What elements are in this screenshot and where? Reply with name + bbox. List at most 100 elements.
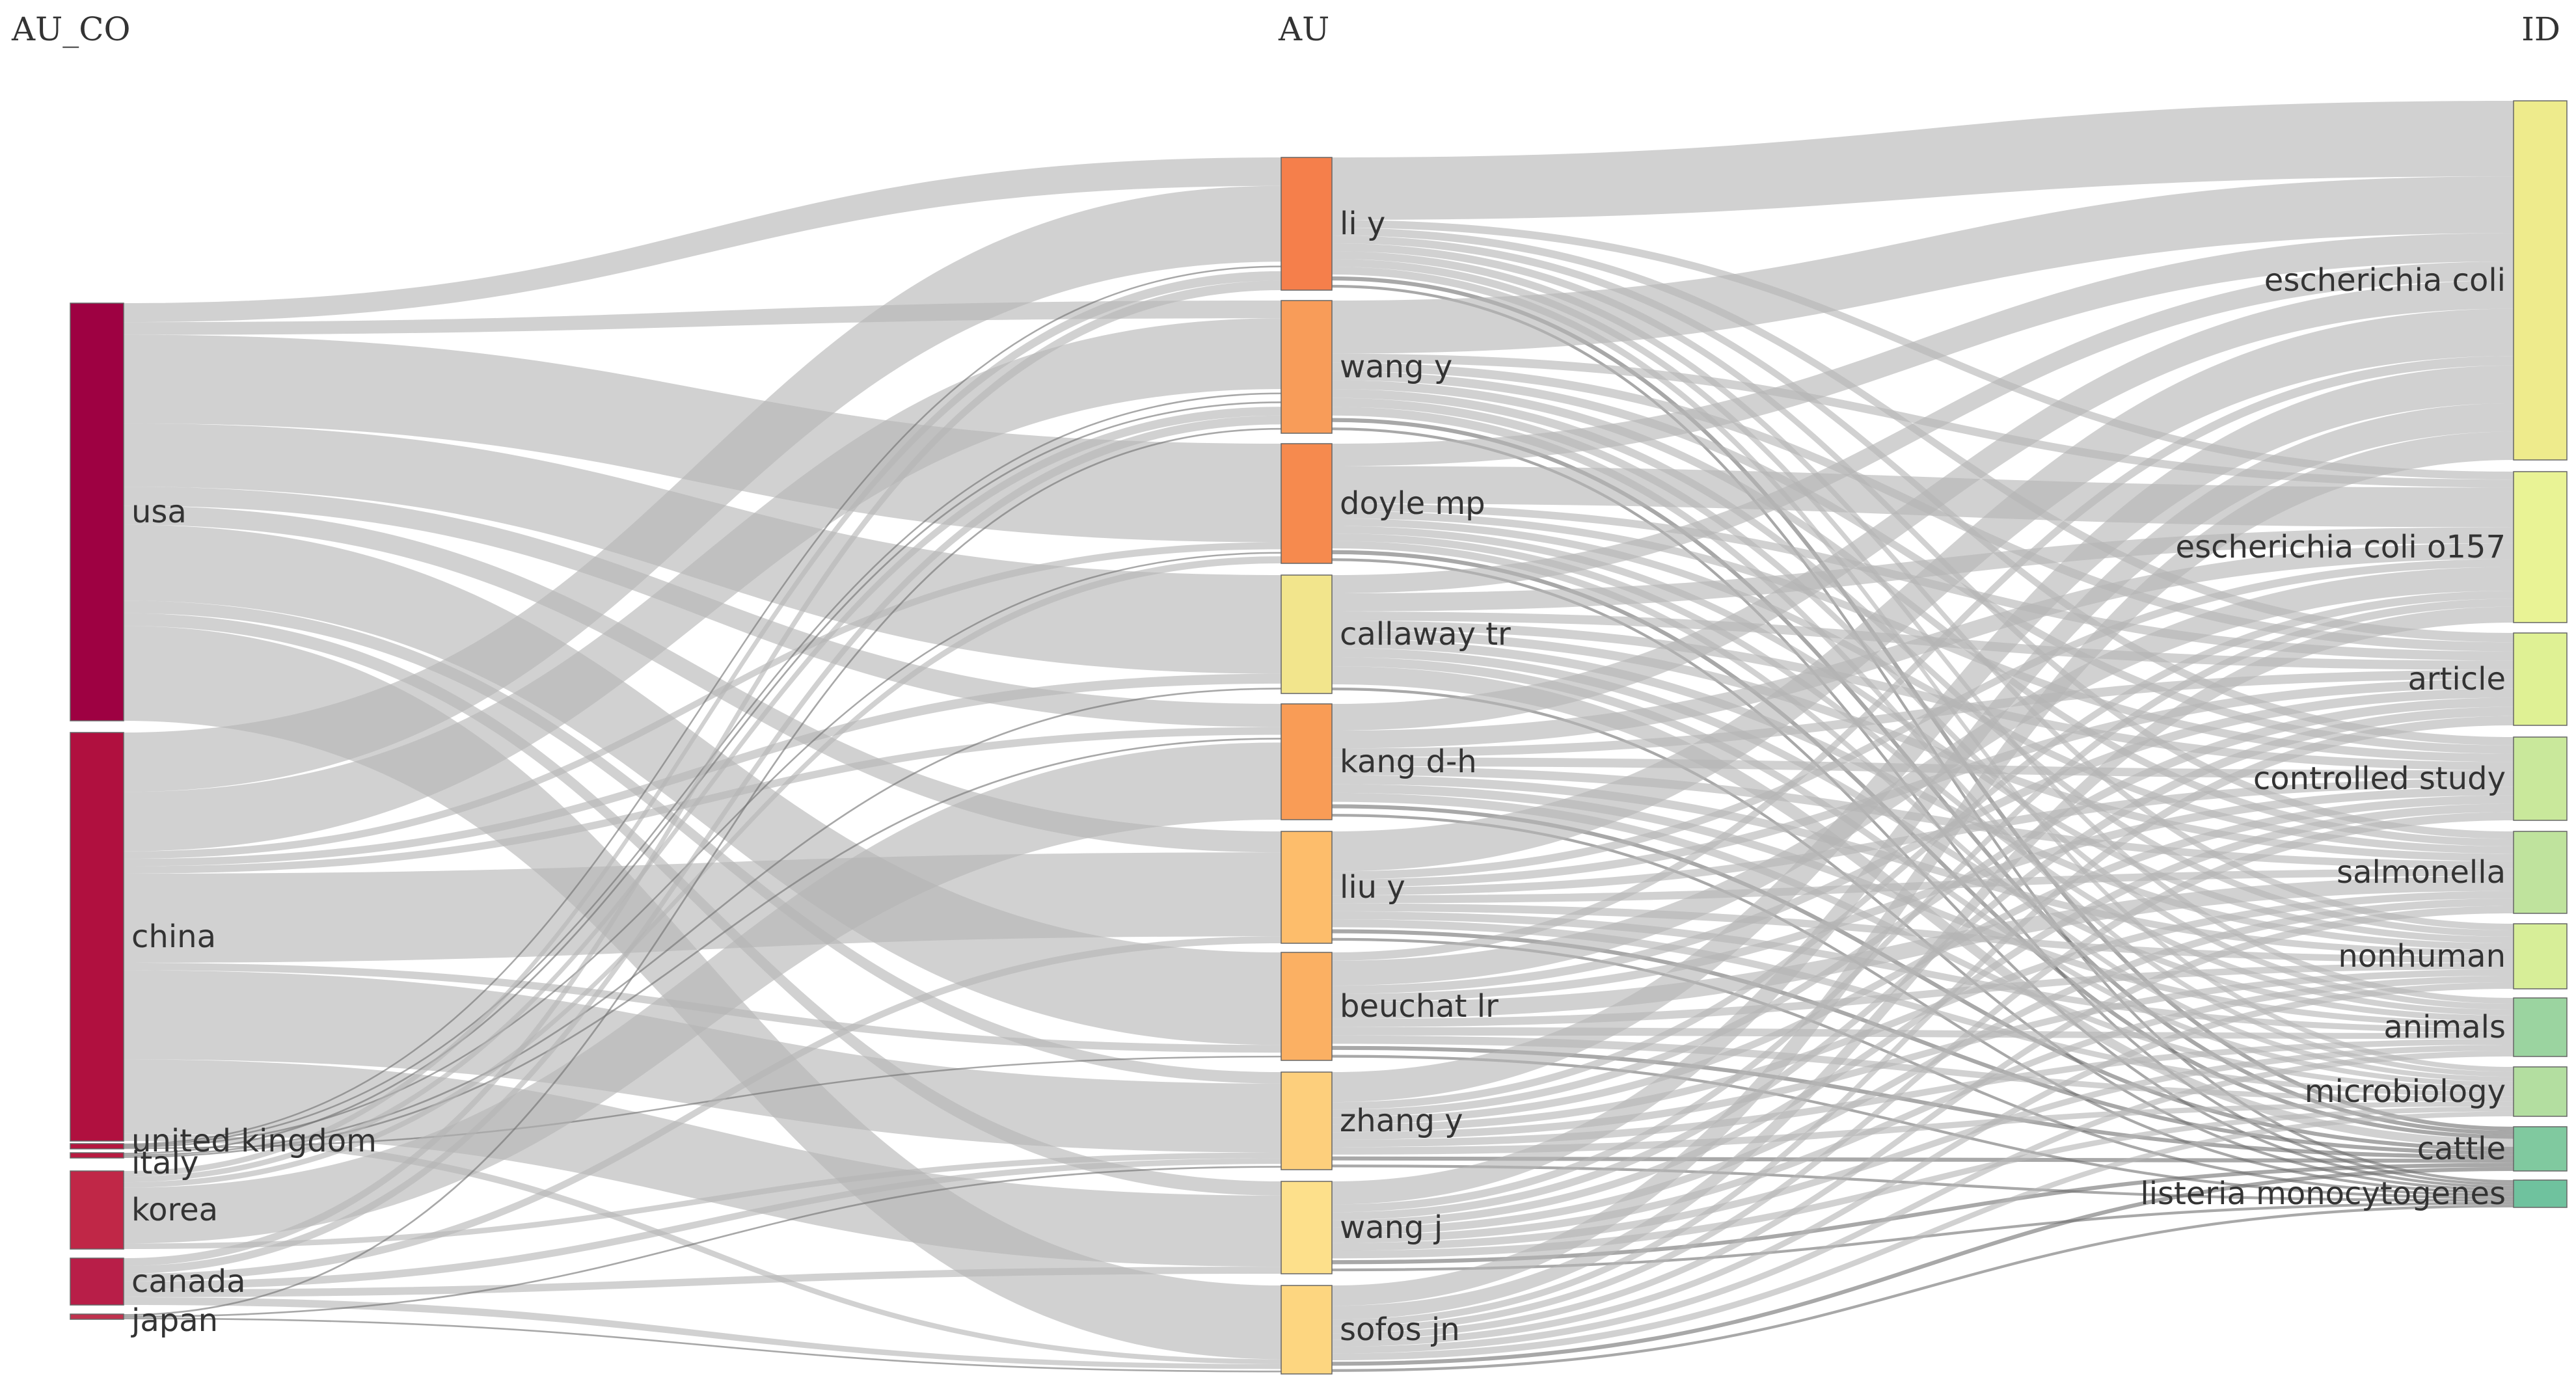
flow-au-to-id-sofos-listeria bbox=[1331, 1204, 2514, 1372]
flow-au-to-id-beuchat-ecoli157 bbox=[1332, 567, 2514, 986]
node-au-callaway[interactable] bbox=[1281, 574, 1333, 694]
node-label-wangy: wang y bbox=[1340, 349, 1452, 385]
flow-au-to-id-kang-ecoli157 bbox=[1332, 543, 2514, 749]
node-au-sofos[interactable] bbox=[1281, 1285, 1333, 1375]
flow-au-co-to-au-uk-beuchat bbox=[123, 1055, 1282, 1150]
node-au-wangj[interactable] bbox=[1281, 1181, 1333, 1274]
flow-au-to-id-beuchat-controlled bbox=[1332, 787, 2514, 1002]
node-label-wangj: wang j bbox=[1340, 1209, 1443, 1246]
node-label-salmonella: salmonella bbox=[2337, 854, 2506, 891]
node-id-listeria[interactable] bbox=[2513, 1179, 2568, 1208]
flow-au-to-id-sofos-cattle bbox=[1331, 1166, 2514, 1366]
flow-au-to-id-wangj-controlled bbox=[1332, 803, 2514, 1228]
node-label-china: china bbox=[131, 919, 216, 955]
flow-au-to-id-sofos-ecoli bbox=[1332, 431, 2514, 1306]
flow-au-co-to-au-uk-doyle bbox=[123, 552, 1282, 1148]
flow-au-to-id-kang-article bbox=[1332, 669, 2514, 758]
flow-au-co-to-au-japan-wangy bbox=[123, 427, 1282, 1316]
node-label-uk: united kingdom bbox=[131, 1123, 377, 1159]
flow-au-co-to-au-china-liuy bbox=[124, 852, 1281, 963]
node-label-kang: kang d-h bbox=[1340, 744, 1477, 780]
node-label-listeria: listeria monocytogenes bbox=[2140, 1176, 2506, 1212]
flow-au-to-id-zhangy-cattle bbox=[1331, 1156, 2514, 1163]
flow-au-to-id-zhangy-nonhuman bbox=[1332, 969, 2514, 1140]
node-au-co-china[interactable] bbox=[70, 732, 124, 1142]
flow-au-to-id-liy-salmonella bbox=[1332, 243, 2514, 839]
flow-au-co-to-au-korea-kang bbox=[124, 742, 1281, 1244]
node-id-nonhuman[interactable] bbox=[2513, 923, 2568, 989]
node-id-ecoli157[interactable] bbox=[2513, 471, 2568, 623]
flow-au-to-id-sofos-controlled bbox=[1332, 812, 2514, 1334]
flow-au-to-id-liy-microbiology bbox=[1332, 267, 2514, 1072]
node-id-salmonella[interactable] bbox=[2513, 831, 2568, 914]
node-label-sofos: sofos jn bbox=[1340, 1311, 1460, 1348]
flow-au-to-id-wangj-cattle bbox=[1331, 1163, 2514, 1265]
flow-au-co-to-au-canada-wangj bbox=[124, 1267, 1281, 1297]
node-id-controlled[interactable] bbox=[2513, 736, 2568, 821]
flow-au-co-to-au-canada-liy bbox=[124, 280, 1281, 1266]
node-au-beuchat[interactable] bbox=[1281, 952, 1333, 1061]
node-au-co-japan[interactable] bbox=[70, 1313, 124, 1320]
node-id-cattle[interactable] bbox=[2513, 1126, 2568, 1172]
flow-au-to-id-wangj-animals bbox=[1332, 1045, 2514, 1251]
node-label-liuy: liu y bbox=[1340, 869, 1405, 906]
node-au-co-usa[interactable] bbox=[70, 303, 124, 721]
flow-au-to-id-sofos-salmonella bbox=[1332, 906, 2514, 1340]
node-id-animals[interactable] bbox=[2513, 997, 2568, 1057]
node-au-co-italy[interactable] bbox=[70, 1152, 124, 1159]
flow-au-to-id-zhangy-ecoli157 bbox=[1332, 591, 2514, 1110]
flow-au-co-to-au-canada-sofos bbox=[124, 1297, 1281, 1369]
flow-au-co-to-au-korea-wangy bbox=[124, 407, 1281, 1183]
flow-au-to-id-kang-listeria bbox=[1331, 814, 2514, 1194]
flow-au-to-id-beuchat-ecoli bbox=[1332, 356, 2514, 961]
flow-au-co-to-au-canada-wangy bbox=[124, 415, 1281, 1274]
flow-au-co-to-au-korea-liy bbox=[124, 271, 1281, 1177]
flow-au-co-to-au-japan-sofos bbox=[123, 1317, 1282, 1373]
node-au-liy[interactable] bbox=[1281, 157, 1333, 291]
links-layer bbox=[123, 101, 2514, 1373]
column-title-au: AU bbox=[1278, 10, 1329, 48]
node-id-article[interactable] bbox=[2513, 632, 2568, 726]
node-au-co-uk[interactable] bbox=[70, 1143, 124, 1150]
flow-au-co-to-au-usa-callaway bbox=[124, 423, 1281, 674]
node-id-microbiology[interactable] bbox=[2513, 1066, 2568, 1117]
node-label-canada: canada bbox=[131, 1263, 246, 1300]
node-label-cattle: cattle bbox=[2417, 1131, 2506, 1167]
flow-au-co-to-au-canada-zhangy bbox=[124, 1158, 1281, 1289]
node-label-article: article bbox=[2407, 661, 2506, 697]
flow-au-co-to-au-korea-zhangy bbox=[124, 1152, 1281, 1249]
node-id-ecoli[interactable] bbox=[2513, 100, 2568, 461]
flow-au-to-id-doyle-ecoli bbox=[1332, 233, 2514, 466]
node-au-zhangy[interactable] bbox=[1281, 1071, 1333, 1170]
node-au-co-korea[interactable] bbox=[70, 1170, 124, 1250]
node-label-korea: korea bbox=[131, 1192, 218, 1228]
node-au-liuy[interactable] bbox=[1281, 831, 1333, 944]
flow-au-to-id-sofos-microbiology bbox=[1332, 1111, 2514, 1361]
node-au-co-canada[interactable] bbox=[70, 1257, 124, 1306]
node-label-liy: li y bbox=[1340, 206, 1385, 242]
node-label-doyle: doyle mp bbox=[1340, 485, 1485, 522]
flow-au-co-to-au-uk-liy bbox=[123, 265, 1282, 1146]
flow-au-co-to-au-usa-liuy bbox=[124, 505, 1281, 853]
flow-au-to-id-zhangy-animals bbox=[1332, 1039, 2514, 1148]
node-au-doyle[interactable] bbox=[1281, 443, 1333, 564]
flow-au-co-to-au-china-sofos bbox=[124, 1133, 1281, 1364]
flow-au-to-id-zhangy-microbiology bbox=[1332, 1101, 2514, 1155]
flow-au-to-id-wangj-nonhuman bbox=[1332, 976, 2514, 1243]
node-au-kang[interactable] bbox=[1281, 703, 1333, 820]
column-title-id: ID bbox=[2521, 10, 2560, 48]
node-au-wangy[interactable] bbox=[1281, 300, 1333, 434]
node-label-japan: japan bbox=[131, 1302, 218, 1339]
flow-au-to-id-liy-animals bbox=[1332, 259, 2514, 1004]
node-label-nonhuman: nonhuman bbox=[2338, 938, 2506, 975]
node-label-microbiology: microbiology bbox=[2305, 1073, 2506, 1110]
flow-au-to-id-kang-ecoli bbox=[1332, 280, 2514, 731]
node-label-zhangy: zhang y bbox=[1340, 1103, 1463, 1139]
flow-au-co-to-au-china-wangj bbox=[124, 1059, 1281, 1267]
flow-au-to-id-liuy-animals bbox=[1332, 911, 2514, 1033]
flow-au-to-id-wangy-ecoli bbox=[1332, 176, 2514, 354]
flow-au-co-to-au-italy-callaway bbox=[123, 688, 1282, 1157]
flow-au-co-to-au-canada-liuy bbox=[124, 936, 1281, 1282]
node-label-ecoli157: escherichia coli o157 bbox=[2176, 529, 2506, 565]
